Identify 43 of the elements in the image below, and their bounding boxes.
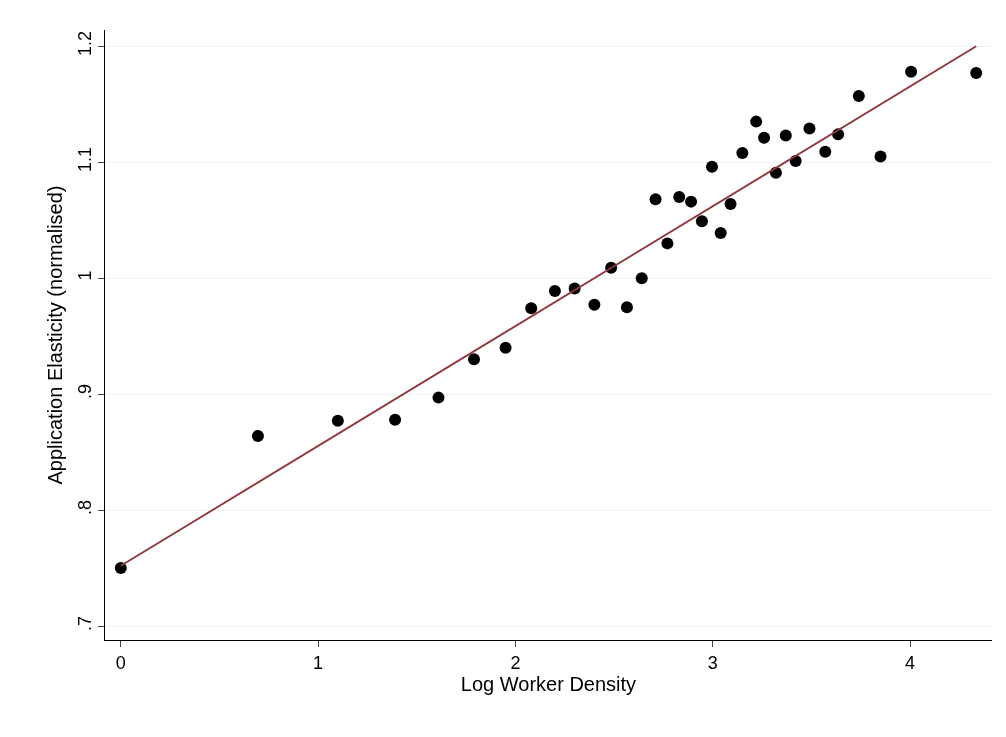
- point: [548, 284, 561, 297]
- point: [114, 562, 127, 575]
- x-tick-label: 3: [707, 652, 718, 673]
- point: [852, 90, 865, 103]
- y-tick-label: .9: [74, 383, 95, 399]
- x-tick-label: 1: [313, 652, 324, 673]
- x-axis-title: Log Worker Density: [460, 672, 637, 695]
- point: [724, 197, 737, 210]
- point: [803, 122, 816, 135]
- point: [432, 391, 445, 404]
- point: [649, 193, 662, 206]
- y-tick-label: 1.2: [74, 31, 95, 57]
- point: [905, 65, 918, 78]
- point: [588, 298, 601, 311]
- point: [251, 429, 264, 442]
- point: [635, 272, 648, 285]
- y-axis-title: Application Elasticity (normalised): [44, 185, 67, 485]
- point: [750, 115, 763, 128]
- point: [620, 301, 633, 314]
- point: [819, 145, 832, 158]
- point: [331, 414, 344, 427]
- point: [673, 191, 686, 203]
- point: [736, 146, 749, 159]
- point: [758, 131, 771, 144]
- point: [685, 195, 698, 208]
- x-tick-label: 2: [510, 652, 521, 673]
- point: [874, 150, 887, 163]
- point: [499, 341, 512, 354]
- point: [714, 226, 727, 239]
- point: [779, 129, 792, 142]
- y-tick-label: 1: [74, 270, 95, 281]
- point: [706, 160, 718, 173]
- y-tick-label: .8: [74, 499, 95, 515]
- y-tick-label: .7: [74, 615, 95, 631]
- point: [661, 237, 674, 250]
- x-tick-label: 4: [905, 652, 916, 673]
- point: [695, 215, 708, 228]
- point: [468, 353, 481, 366]
- point: [970, 66, 983, 79]
- x-tick-label: 0: [115, 652, 126, 673]
- point: [389, 413, 402, 426]
- y-tick-label: 1.1: [74, 146, 95, 173]
- point: [525, 302, 538, 315]
